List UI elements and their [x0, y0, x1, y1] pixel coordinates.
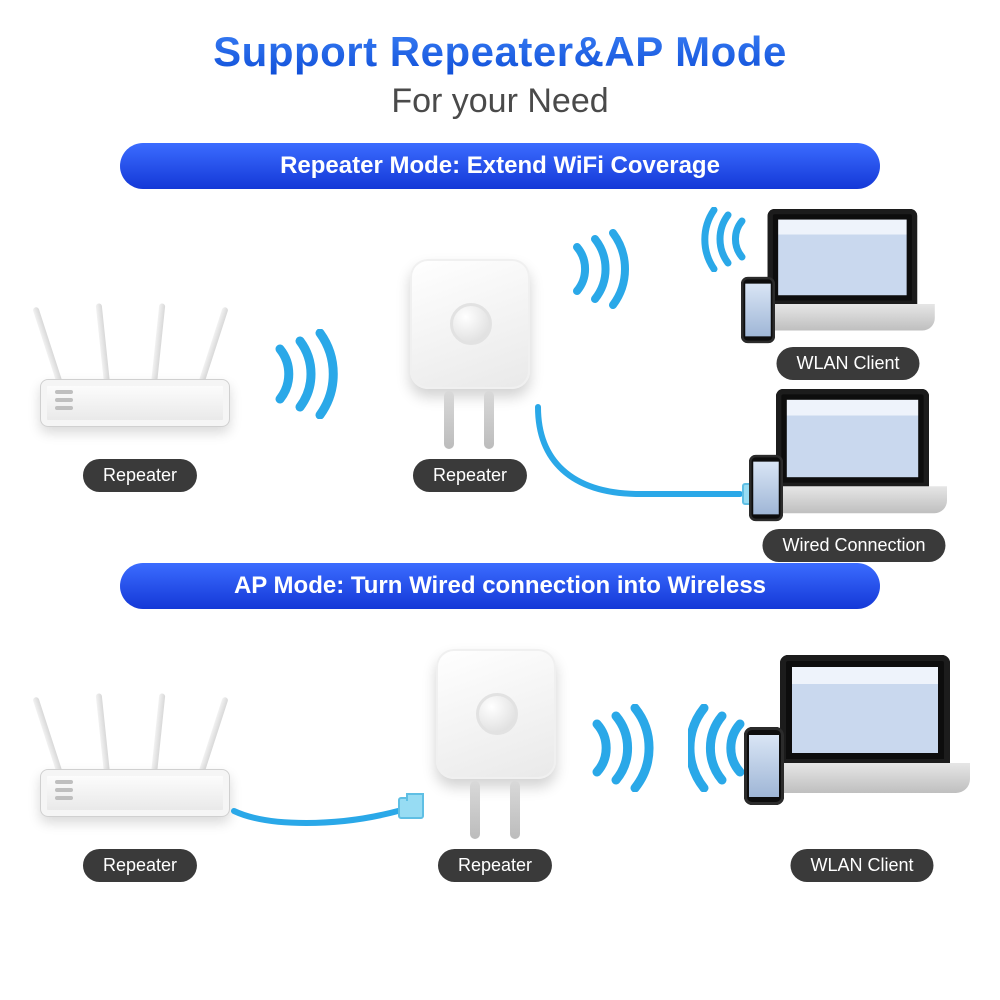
- label-router: Repeater: [83, 459, 197, 492]
- wifi-signal-icon: [700, 207, 755, 272]
- banner-ap-mode: AP Mode: Turn Wired connection into Wire…: [120, 563, 880, 609]
- label-router-ap: Repeater: [83, 849, 197, 882]
- router-icon: [30, 289, 250, 439]
- label-extender-ap: Repeater: [438, 849, 552, 882]
- diagram-ap-mode: Repeater Repeater WLAN Client: [0, 619, 1000, 919]
- phone-icon: [741, 277, 775, 343]
- wifi-extender-icon: [392, 259, 542, 449]
- wifi-signal-icon: [585, 704, 660, 792]
- laptop-icon: [758, 389, 947, 524]
- phone-icon: [744, 727, 784, 805]
- label-wired-connection: Wired Connection: [762, 529, 945, 562]
- laptop-icon: [750, 209, 935, 341]
- wifi-extender-icon: [418, 649, 568, 839]
- sub-title: For your Need: [0, 82, 1000, 121]
- label-wlan-client: WLAN Client: [776, 347, 919, 380]
- label-wlan-client-ap: WLAN Client: [790, 849, 933, 882]
- laptop-icon: [760, 655, 970, 805]
- label-extender: Repeater: [413, 459, 527, 492]
- phone-icon: [749, 455, 783, 521]
- router-icon: [30, 679, 250, 829]
- wifi-signal-icon: [268, 329, 348, 419]
- diagram-repeater-mode: Repeater Repeater WLAN Client: [0, 199, 1000, 559]
- title-block: Support Repeater&AP Mode For your Need: [0, 0, 1000, 121]
- wifi-signal-icon: [565, 229, 635, 309]
- banner-repeater-mode: Repeater Mode: Extend WiFi Coverage: [120, 143, 880, 189]
- main-title: Support Repeater&AP Mode: [0, 28, 1000, 76]
